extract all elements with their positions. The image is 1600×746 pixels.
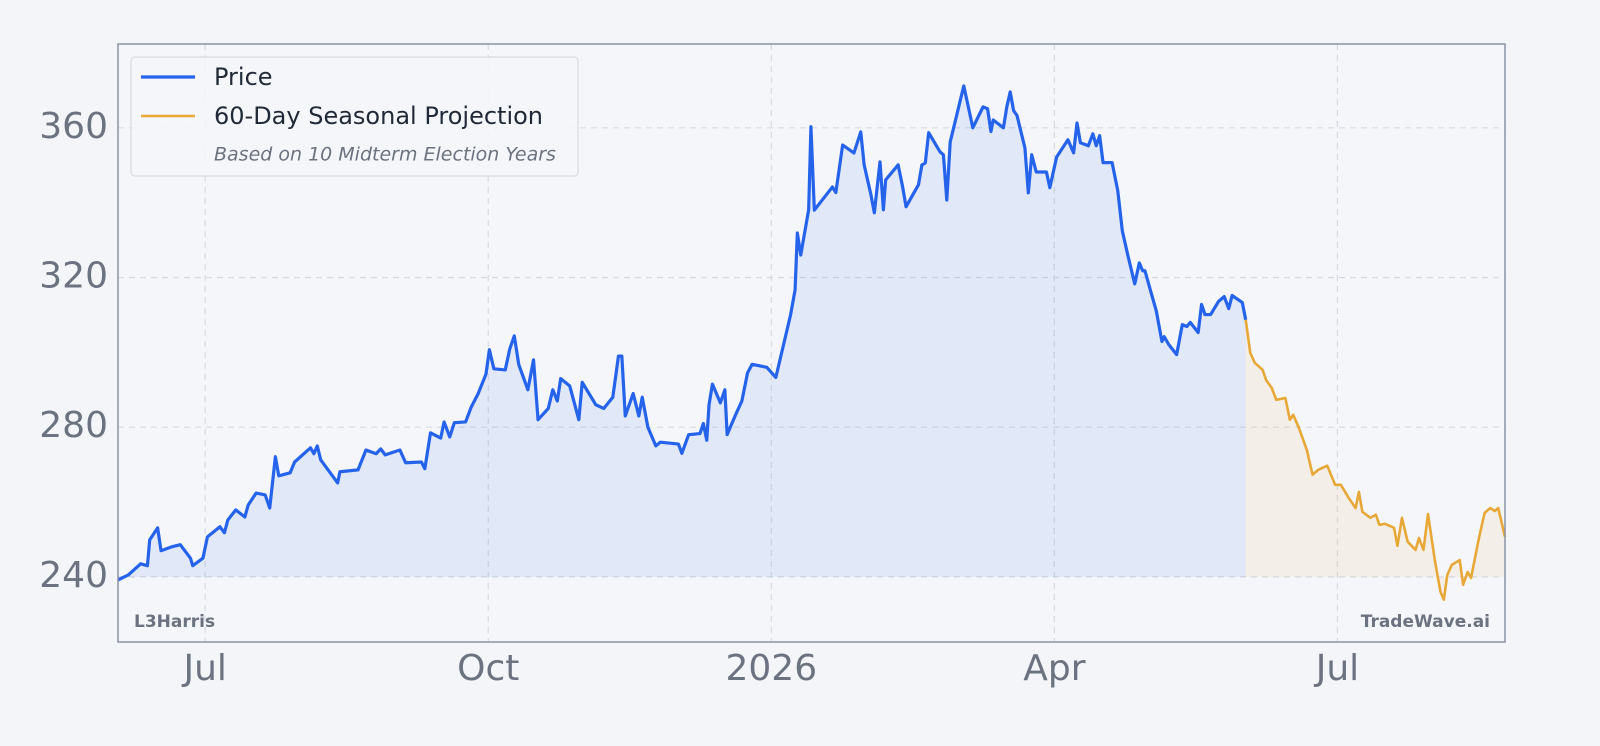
series-line [1244,319,1507,602]
plot-border [117,43,1506,643]
x-tick-label: Jul [1314,648,1359,689]
y-tick-label: 240 [39,555,108,596]
watermark: TradeWave.ai [1361,612,1490,632]
legend-note: Based on 10 Midterm Election Years [214,144,556,166]
area-fill [118,85,1246,580]
x-tick-label: Jul [181,648,226,689]
legend-label: 60-Day Seasonal Projection [214,102,543,130]
y-tick-label: 320 [39,256,108,297]
y-tick-label: 280 [39,405,108,446]
ticker-label: L3Harris [134,612,215,632]
legend-label: Price [214,63,273,91]
x-tick-label: 2026 [725,648,817,689]
y-tick-label: 360 [39,106,108,147]
lines [117,84,1507,602]
area-fill [1245,319,1505,600]
areas [118,85,1505,600]
legend-box [130,56,579,177]
x-tick-label: Apr [1023,648,1085,689]
x-tick-label: Oct [457,648,519,689]
legend: Price 60-Day Seasonal Projection Based on … [130,56,579,177]
series-line [117,84,1248,582]
